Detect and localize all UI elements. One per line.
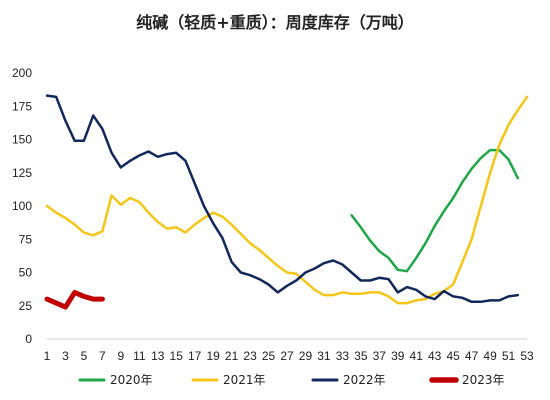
x-tick-label: 45 xyxy=(446,349,460,363)
x-tick-label: 19 xyxy=(206,349,220,363)
x-tick-label: 21 xyxy=(225,349,239,363)
y-tick-label: 0 xyxy=(25,332,32,346)
x-tick-label: 49 xyxy=(483,349,497,363)
series-line-1 xyxy=(350,148,520,273)
y-tick-label: 150 xyxy=(12,133,32,147)
y-tick-label: 25 xyxy=(19,299,33,313)
x-tick-label: 39 xyxy=(391,349,405,363)
x-tick-label: 13 xyxy=(151,349,165,363)
x-tick-label: 17 xyxy=(188,349,202,363)
y-tick-label: 100 xyxy=(12,199,32,213)
y-tick-label: 175 xyxy=(12,99,32,113)
x-tick-label: 35 xyxy=(354,349,368,363)
series-line-2 xyxy=(45,95,529,305)
x-tick-label: 7 xyxy=(99,349,106,363)
x-tick-label: 41 xyxy=(410,349,424,363)
legend-label-4: 2023年 xyxy=(462,373,505,387)
series-line-3 xyxy=(45,94,520,304)
x-tick-label: 43 xyxy=(428,349,442,363)
x-tick-label: 29 xyxy=(299,349,313,363)
x-tick-label: 27 xyxy=(280,349,294,363)
x-tick-label: 47 xyxy=(465,349,479,363)
y-tick-label: 200 xyxy=(12,66,32,80)
legend-label-3: 2022年 xyxy=(343,373,386,387)
x-tick-label: 33 xyxy=(336,349,350,363)
legend: 2020年 2021年 2022年 2023年 xyxy=(78,373,505,387)
legend-label-1: 2020年 xyxy=(110,373,153,387)
x-tick-label: 3 xyxy=(62,349,69,363)
x-tick-label: 53 xyxy=(520,349,534,363)
x-tick-label: 23 xyxy=(243,349,257,363)
x-tick-label: 31 xyxy=(317,349,331,363)
x-tick-label: 9 xyxy=(118,349,125,363)
y-tick-label: 75 xyxy=(19,232,33,246)
x-tick-label: 15 xyxy=(170,349,184,363)
series-lines xyxy=(44,94,529,310)
y-tick-label: 125 xyxy=(12,166,32,180)
x-tick-label: 11 xyxy=(133,349,146,363)
chart-title: 纯碱（轻质+重质）：周度库存（万吨） xyxy=(136,13,413,32)
x-tick-label: 5 xyxy=(81,349,88,363)
x-tick-label: 1 xyxy=(44,349,51,363)
x-tick-label: 37 xyxy=(373,349,387,363)
x-tick-label: 51 xyxy=(502,349,516,363)
series-line-4 xyxy=(44,289,105,310)
x-tick-label: 25 xyxy=(262,349,276,363)
legend-label-2: 2021年 xyxy=(223,373,266,387)
y-tick-label: 50 xyxy=(19,266,33,280)
